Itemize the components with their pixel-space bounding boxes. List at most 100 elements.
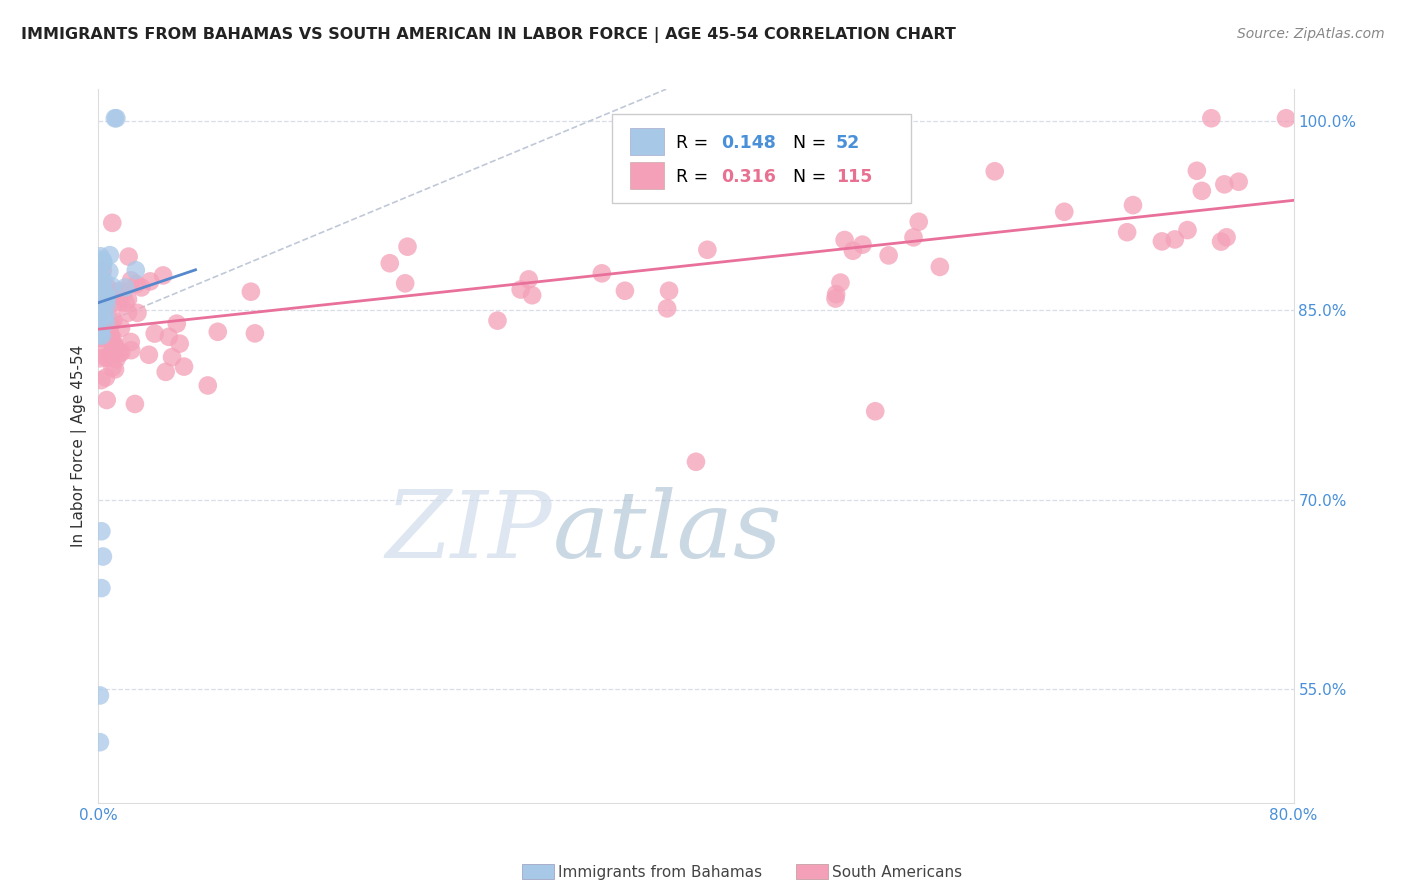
Point xyxy=(89,351,111,366)
Point xyxy=(591,266,613,280)
Point xyxy=(90,287,112,301)
Point xyxy=(89,331,111,345)
Point xyxy=(166,317,188,331)
Point xyxy=(90,276,112,290)
Point xyxy=(101,314,124,328)
Point xyxy=(1053,204,1076,219)
Point xyxy=(155,365,177,379)
Text: atlas: atlas xyxy=(553,487,782,576)
Text: N =: N = xyxy=(793,134,831,152)
Point xyxy=(120,273,142,287)
Point xyxy=(1213,178,1236,192)
Point xyxy=(110,284,132,298)
Point xyxy=(97,318,120,333)
Point xyxy=(207,325,229,339)
Point xyxy=(124,397,146,411)
Point xyxy=(160,350,183,364)
Point xyxy=(101,216,124,230)
Point xyxy=(658,284,681,298)
Point xyxy=(93,272,115,286)
Point xyxy=(89,296,111,310)
Point xyxy=(98,318,121,332)
Point xyxy=(825,287,848,301)
Text: 115: 115 xyxy=(835,168,872,186)
Text: South Americans: South Americans xyxy=(832,865,963,880)
FancyBboxPatch shape xyxy=(613,114,911,203)
Point xyxy=(89,271,111,285)
Point xyxy=(89,735,111,749)
Point xyxy=(120,334,142,349)
Point xyxy=(96,280,118,294)
Point xyxy=(1209,235,1232,249)
Point xyxy=(110,321,132,335)
Point xyxy=(90,281,112,295)
Point xyxy=(100,346,122,360)
Point xyxy=(94,301,117,315)
Point xyxy=(105,112,128,126)
Point xyxy=(907,215,929,229)
Point xyxy=(90,304,112,318)
Point xyxy=(120,343,142,358)
Point xyxy=(239,285,262,299)
Point xyxy=(117,250,139,264)
Point xyxy=(89,280,111,294)
Point xyxy=(169,336,191,351)
Point xyxy=(91,257,114,271)
Text: N =: N = xyxy=(793,168,831,186)
Point xyxy=(830,276,852,290)
Point xyxy=(851,237,873,252)
Point xyxy=(104,338,127,352)
Point xyxy=(131,280,153,294)
Text: R =: R = xyxy=(676,134,713,152)
Point xyxy=(89,261,111,276)
Point xyxy=(89,298,111,312)
Point xyxy=(90,272,112,286)
Point xyxy=(1185,163,1208,178)
Point xyxy=(100,318,122,333)
Point xyxy=(114,295,136,310)
Point xyxy=(100,327,122,342)
Point xyxy=(872,179,894,194)
Point xyxy=(104,362,127,376)
Point xyxy=(94,285,117,300)
Point xyxy=(90,524,112,539)
Bar xyxy=(796,863,828,880)
Point xyxy=(520,288,543,302)
Point xyxy=(613,284,636,298)
Point xyxy=(98,331,121,345)
Point xyxy=(127,306,149,320)
Point xyxy=(101,279,124,293)
Point xyxy=(89,299,111,313)
Point xyxy=(96,350,118,364)
Point xyxy=(89,268,111,283)
Point xyxy=(108,295,131,310)
Point xyxy=(94,292,117,306)
Point xyxy=(91,316,114,330)
Point xyxy=(928,260,950,274)
Text: 52: 52 xyxy=(835,134,860,152)
Point xyxy=(91,294,114,309)
Point xyxy=(93,302,115,317)
Point xyxy=(96,298,118,312)
Bar xyxy=(630,162,664,189)
Bar xyxy=(630,128,664,155)
Point xyxy=(138,348,160,362)
Point xyxy=(91,255,114,269)
Point xyxy=(1191,184,1213,198)
Point xyxy=(105,352,128,367)
Bar xyxy=(522,863,554,880)
Point xyxy=(655,301,678,316)
Point xyxy=(1122,198,1144,212)
Point xyxy=(94,370,117,384)
Point xyxy=(143,326,166,341)
Text: Immigrants from Bahamas: Immigrants from Bahamas xyxy=(558,865,762,880)
Point xyxy=(108,346,131,360)
Point xyxy=(89,249,111,263)
Point xyxy=(94,316,117,330)
Point xyxy=(89,336,111,351)
Point xyxy=(89,315,111,329)
Point xyxy=(90,310,112,324)
Point xyxy=(197,378,219,392)
Point xyxy=(89,306,111,320)
Point xyxy=(139,274,162,288)
